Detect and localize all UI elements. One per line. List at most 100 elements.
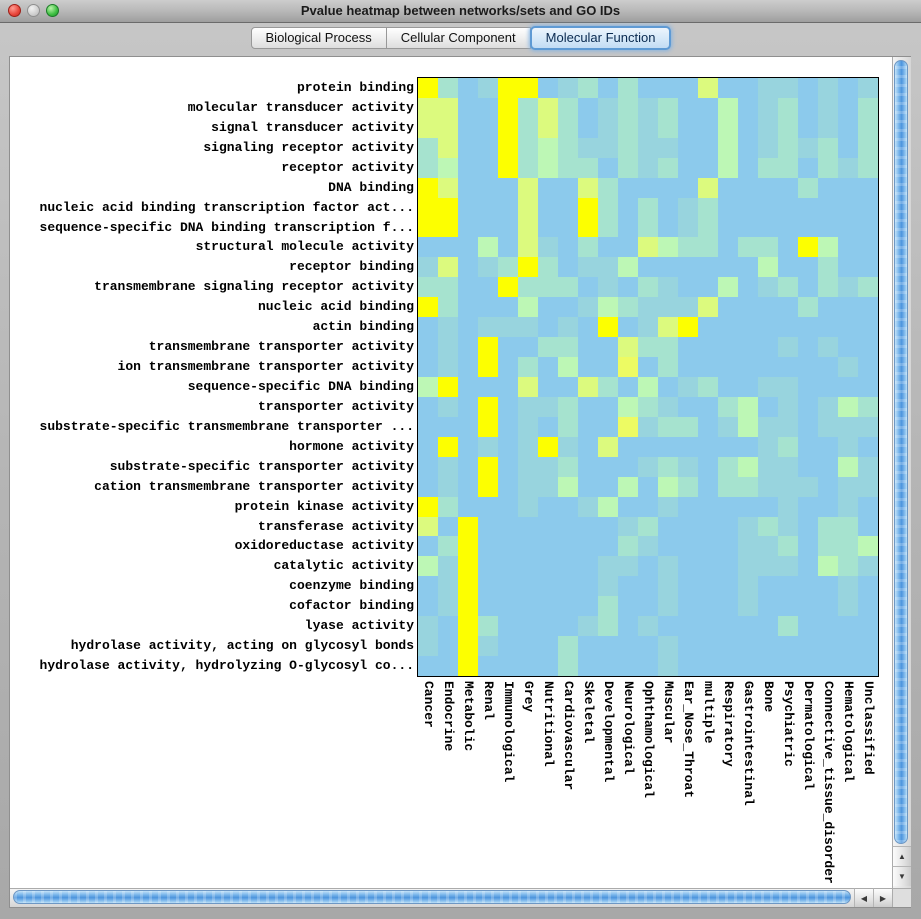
- heatmap-cell: [518, 556, 538, 577]
- heatmap-cell: [518, 476, 538, 497]
- zoom-button[interactable]: [46, 4, 59, 17]
- heatmap-cell: [758, 616, 778, 637]
- heatmap-cell: [698, 556, 718, 577]
- col-label: Cardiovascular: [561, 681, 576, 791]
- heatmap-cell: [658, 636, 678, 657]
- heatmap-cell: [638, 357, 658, 377]
- heatmap-cell: [578, 536, 598, 557]
- tab-cellular-component[interactable]: Cellular Component: [386, 27, 531, 49]
- heatmap-cell: [558, 277, 578, 298]
- heatmap-cell: [678, 117, 698, 138]
- heatmap-cell: [538, 137, 558, 158]
- heatmap-cell: [718, 516, 738, 537]
- heatmap-cell: [558, 516, 578, 537]
- heatmap-cell: [758, 317, 778, 338]
- heatmap-cell: [558, 117, 578, 138]
- heatmap-cell: [778, 197, 798, 218]
- heatmap-cell: [758, 556, 778, 577]
- heatmap-cell: [698, 137, 718, 158]
- col-label: Ear_Nose_Throat: [681, 681, 696, 799]
- vertical-scrollbar-thumb[interactable]: [894, 60, 908, 844]
- row-label: sequence-specific DNA binding transcript…: [39, 219, 414, 235]
- heatmap-cell: [558, 297, 578, 318]
- heatmap-cell: [638, 117, 658, 138]
- heatmap-cell: [798, 416, 818, 437]
- heatmap-cell: [638, 376, 658, 397]
- heatmap-cell: [478, 217, 498, 238]
- close-button[interactable]: [8, 4, 21, 17]
- heatmap-cell: [478, 317, 498, 338]
- heatmap-cell: [738, 357, 758, 377]
- window-title: Pvalue heatmap between networks/sets and…: [300, 3, 621, 18]
- heatmap-cell: [638, 337, 658, 358]
- heatmap-cell: [478, 297, 498, 318]
- tab-molecular-function[interactable]: Molecular Function: [529, 26, 672, 50]
- scroll-up-button[interactable]: ▲: [892, 846, 911, 866]
- heatmap-cell: [838, 217, 858, 238]
- heatmap-cell: [578, 277, 598, 298]
- heatmap-cell: [478, 656, 498, 676]
- heatmap-cell: [738, 117, 758, 138]
- horizontal-scrollbar-thumb[interactable]: [13, 890, 851, 904]
- heatmap-cell: [818, 396, 838, 417]
- heatmap-cell: [578, 516, 598, 537]
- heatmap-cell: [738, 576, 758, 597]
- heatmap-cell: [538, 496, 558, 517]
- heatmap-cell: [558, 257, 578, 278]
- heatmap-cell: [718, 496, 738, 517]
- heatmap-cell: [438, 137, 458, 158]
- col-label: Endocrine: [441, 681, 456, 752]
- heatmap-cell: [798, 317, 818, 338]
- minimize-button[interactable]: [27, 4, 40, 17]
- heatmap-cell: [618, 78, 638, 98]
- heatmap-cell: [698, 157, 718, 178]
- scroll-down-button[interactable]: ▼: [892, 866, 911, 886]
- heatmap-cell: [618, 237, 638, 258]
- scroll-right-button[interactable]: ▶: [873, 888, 892, 907]
- heatmap-cell: [458, 636, 478, 657]
- heatmap-cell: [638, 576, 658, 597]
- heatmap-cell: [678, 456, 698, 477]
- heatmap-cell: [578, 656, 598, 676]
- heatmap-cell: [478, 257, 498, 278]
- row-label: actin binding: [312, 319, 414, 335]
- heatmap-cell: [778, 97, 798, 118]
- heatmap-cell: [638, 217, 658, 238]
- row-label: cofactor binding: [289, 598, 414, 614]
- heatmap-cell: [438, 596, 458, 617]
- heatmap-cell: [658, 277, 678, 298]
- row-label: receptor binding: [289, 259, 414, 275]
- heatmap-cell: [458, 376, 478, 397]
- heatmap-cell: [758, 257, 778, 278]
- heatmap-cell: [658, 416, 678, 437]
- heatmap-cell: [858, 277, 878, 298]
- heatmap-cell: [618, 357, 638, 377]
- heatmap-cell: [838, 536, 858, 557]
- heatmap-cell: [518, 616, 538, 637]
- heatmap-cell: [758, 596, 778, 617]
- heatmap-cell: [738, 237, 758, 258]
- heatmap-cell: [658, 117, 678, 138]
- heatmap-cell: [438, 277, 458, 298]
- heatmap-cell: [678, 516, 698, 537]
- heatmap-cell: [518, 516, 538, 537]
- heatmap-cell: [558, 556, 578, 577]
- heatmap-cell: [738, 476, 758, 497]
- heatmap-cell: [778, 516, 798, 537]
- heatmap-cell: [458, 97, 478, 118]
- heatmap-cell: [438, 157, 458, 178]
- row-label: DNA binding: [328, 179, 414, 195]
- heatmap-cell: [798, 556, 818, 577]
- col-label: Grey: [521, 681, 536, 713]
- row-label: sequence-specific DNA binding: [187, 379, 414, 394]
- heatmap-cell: [758, 636, 778, 657]
- heatmap-cell: [678, 97, 698, 118]
- heatmap-cell: [798, 436, 818, 457]
- heatmap-cell: [538, 177, 558, 198]
- scroll-left-button[interactable]: ◀: [854, 888, 873, 907]
- row-label: signaling receptor activity: [203, 139, 414, 155]
- heatmap-cell: [618, 297, 638, 318]
- heatmap-cell: [638, 317, 658, 338]
- tab-biological-process[interactable]: Biological Process: [250, 27, 387, 49]
- heatmap-cell: [838, 197, 858, 218]
